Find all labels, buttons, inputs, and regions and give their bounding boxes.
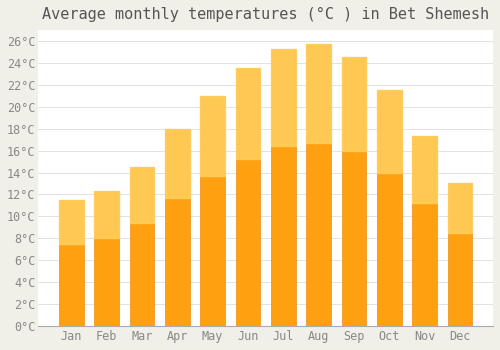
Bar [271, 49, 295, 146]
Bar [342, 57, 366, 152]
Bar [200, 96, 225, 176]
Bar [94, 191, 119, 326]
Bar [271, 49, 295, 326]
Bar [59, 200, 84, 244]
Bar [377, 90, 402, 326]
Bar [448, 183, 472, 326]
Bar [306, 44, 331, 326]
Bar [236, 68, 260, 326]
Bar [130, 167, 154, 326]
Bar [448, 183, 472, 233]
Bar [377, 90, 402, 173]
Bar [342, 57, 366, 326]
Bar [236, 68, 260, 159]
Bar [165, 129, 190, 198]
Bar [200, 96, 225, 326]
Bar [59, 200, 84, 326]
Bar [412, 136, 437, 326]
Bar [130, 167, 154, 223]
Bar [165, 129, 190, 326]
Title: Average monthly temperatures (°C ) in Bet Shemesh: Average monthly temperatures (°C ) in Be… [42, 7, 489, 22]
Bar [94, 191, 119, 238]
Bar [412, 136, 437, 203]
Bar [306, 44, 331, 143]
